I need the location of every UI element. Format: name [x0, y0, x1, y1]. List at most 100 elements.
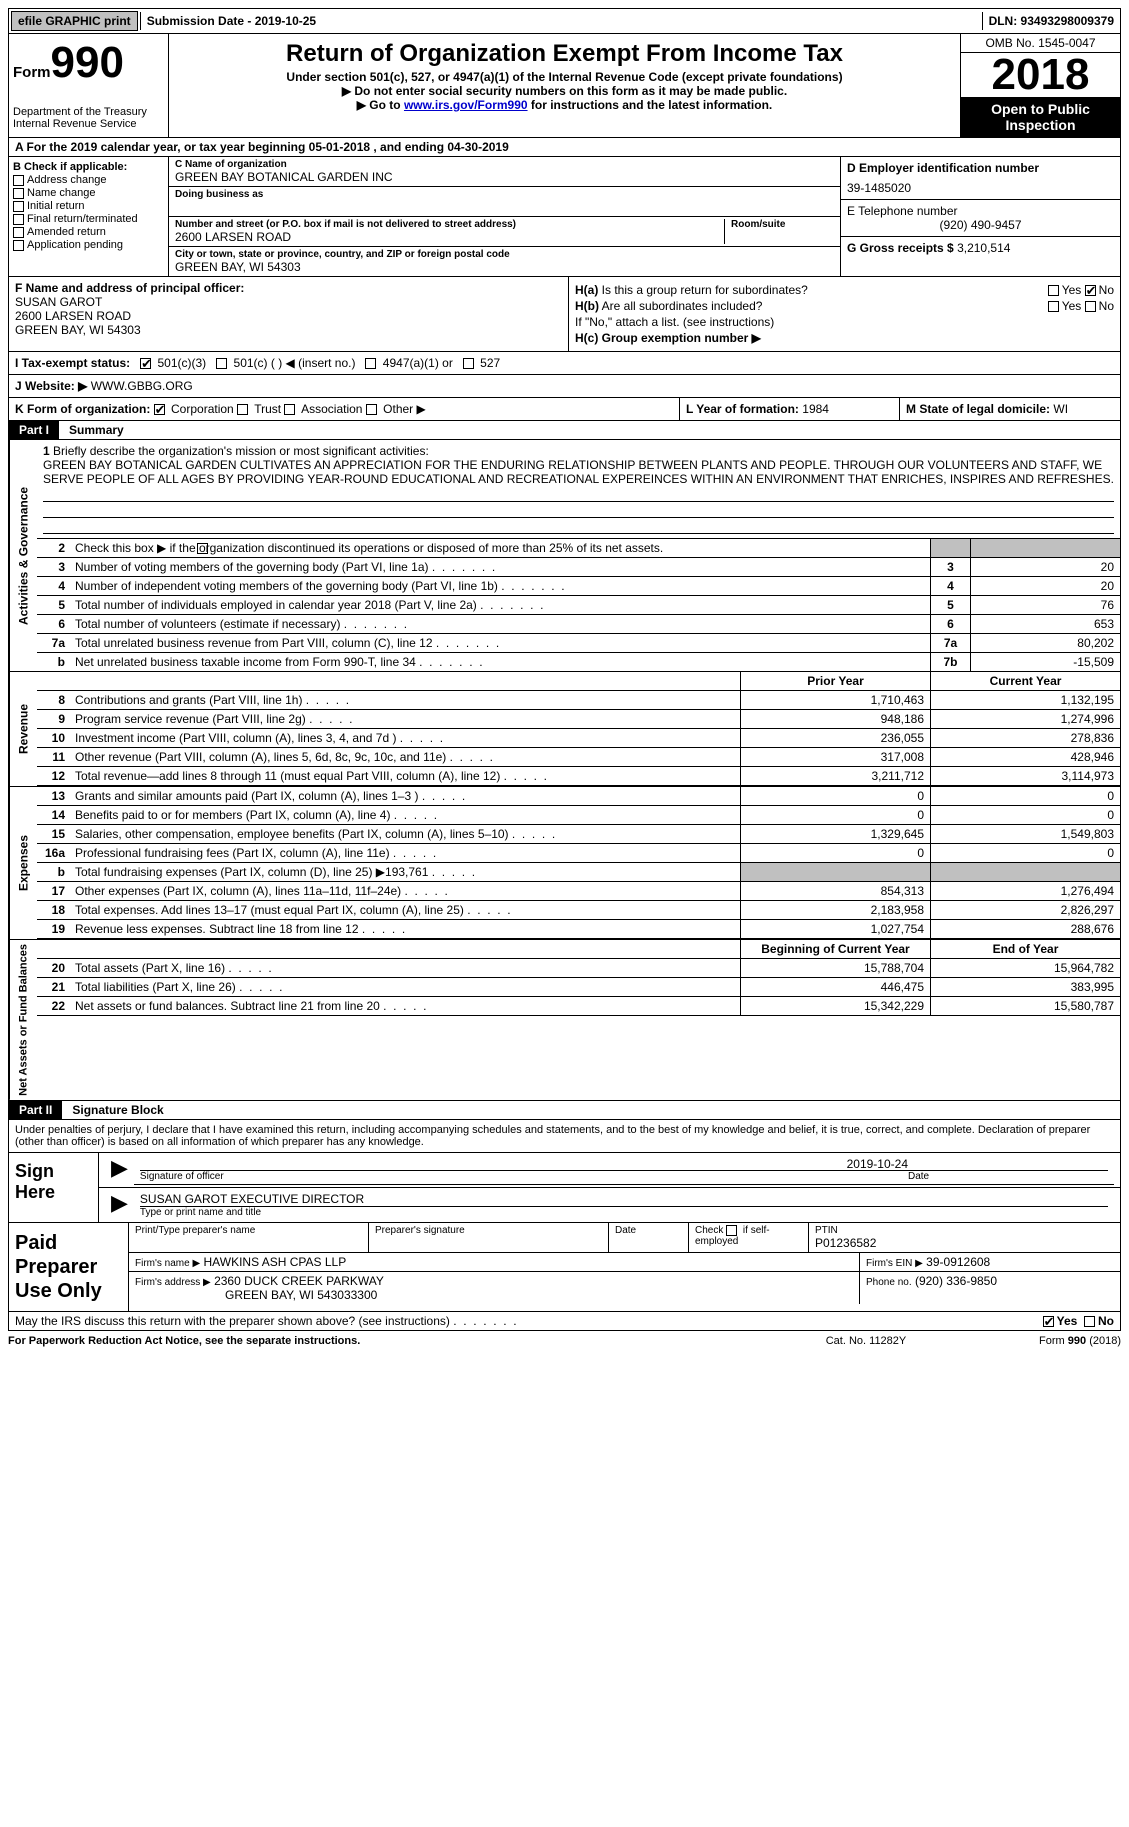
line-10: 10Investment income (Part VIII, column (… [37, 729, 1120, 748]
block-b-to-g: B Check if applicable: Address change Na… [8, 157, 1121, 277]
org-name: GREEN BAY BOTANICAL GARDEN INC [175, 170, 393, 184]
submission-date: Submission Date - 2019-10-25 [140, 12, 322, 30]
discuss-yes[interactable] [1043, 1316, 1054, 1327]
gov-line-5: 5Total number of individuals employed in… [37, 596, 1120, 615]
irs-discuss-row: May the IRS discuss this return with the… [8, 1312, 1121, 1331]
row-j-website: J Website: ▶ WWW.GBBG.ORG [8, 375, 1121, 398]
form-title: Return of Organization Exempt From Incom… [177, 40, 952, 68]
line-9: 9Program service revenue (Part VIII, lin… [37, 710, 1120, 729]
section-b: B Check if applicable: Address change Na… [9, 157, 169, 276]
section-c: C Name of organization GREEN BAY BOTANIC… [169, 157, 840, 276]
line-17: 17Other expenses (Part IX, column (A), l… [37, 882, 1120, 901]
cb-trust[interactable] [237, 404, 248, 415]
gross-receipts: 3,210,514 [957, 241, 1010, 255]
cb-name-change[interactable]: Name change [13, 187, 164, 199]
cb-application-pending[interactable]: Application pending [13, 239, 164, 251]
line-13: 13Grants and similar amounts paid (Part … [37, 787, 1120, 806]
section-d-e-g: D Employer identification number 39-1485… [840, 157, 1120, 276]
form-number: Form990 [13, 38, 164, 88]
hb-no[interactable] [1085, 301, 1096, 312]
activities-governance: Activities & Governance 1 Briefly descri… [8, 440, 1121, 672]
line-11: 11Other revenue (Part VIII, column (A), … [37, 748, 1120, 767]
footer: For Paperwork Reduction Act Notice, see … [8, 1335, 1121, 1347]
irs-link[interactable]: www.irs.gov/Form990 [404, 98, 528, 112]
vtab-activities: Activities & Governance [9, 440, 37, 671]
cb-self-employed[interactable] [726, 1225, 737, 1236]
telephone: (920) 490-9457 [847, 218, 1114, 232]
cb-527[interactable] [463, 358, 474, 369]
cb-assoc[interactable] [284, 404, 295, 415]
officer-addr1: 2600 LARSEN ROAD [15, 309, 562, 323]
discuss-no[interactable] [1084, 1316, 1095, 1327]
hc-val [994, 331, 1114, 345]
cb-initial-return[interactable]: Initial return [13, 200, 164, 212]
arrow-icon: ▶ [105, 1155, 134, 1185]
form-header: Form990 Department of the Treasury Inter… [8, 34, 1121, 138]
net-assets-section: Net Assets or Fund Balances Beginning of… [8, 940, 1121, 1101]
cb-501c3[interactable] [140, 358, 151, 369]
cb-501c[interactable] [216, 358, 227, 369]
cb-corp[interactable] [154, 404, 165, 415]
mission-text: GREEN BAY BOTANICAL GARDEN CULTIVATES AN… [43, 458, 1114, 486]
hb-note: If "No," attach a list. (see instruction… [575, 315, 1114, 329]
line-14: 14Benefits paid to or for members (Part … [37, 806, 1120, 825]
ha-yes[interactable] [1048, 285, 1059, 296]
efile-button[interactable]: efile GRAPHIC print [11, 11, 138, 31]
cb-address-change[interactable]: Address change [13, 174, 164, 186]
gov-line-b: bNet unrelated business taxable income f… [37, 653, 1120, 671]
officer-name: SUSAN GAROT [15, 295, 562, 309]
section-h: H(a) Is this a group return for subordin… [569, 277, 1120, 351]
arrow-icon: ▶ [105, 1190, 134, 1220]
line-18: 18Total expenses. Add lines 13–17 (must … [37, 901, 1120, 920]
officer-name-title: SUSAN GAROT EXECUTIVE DIRECTOR [140, 1192, 1108, 1207]
year-formation: 1984 [802, 402, 829, 416]
gov-line-7a: 7aTotal unrelated business revenue from … [37, 634, 1120, 653]
firm-ein: 39-0912608 [926, 1255, 990, 1269]
perjury-declaration: Under penalties of perjury, I declare th… [8, 1120, 1121, 1153]
dln: DLN: 93493298009379 [982, 12, 1120, 30]
line-12: 12Total revenue—add lines 8 through 11 (… [37, 767, 1120, 786]
topbar: efile GRAPHIC print Submission Date - 20… [8, 8, 1121, 34]
ein: 39-1485020 [847, 181, 1114, 195]
row-i-tax-exempt: I Tax-exempt status: 501(c)(3) 501(c) ( … [8, 352, 1121, 375]
block-f-h: F Name and address of principal officer:… [8, 277, 1121, 352]
cb-discontinued[interactable] [197, 543, 208, 554]
website: WWW.GBBG.ORG [91, 379, 193, 393]
section-f: F Name and address of principal officer:… [9, 277, 569, 351]
officer-addr2: GREEN BAY, WI 54303 [15, 323, 562, 337]
gov-line-4: 4Number of independent voting members of… [37, 577, 1120, 596]
paid-preparer-block: Paid Preparer Use Only Print/Type prepar… [8, 1223, 1121, 1312]
hb-yes[interactable] [1048, 301, 1059, 312]
line-21: 21Total liabilities (Part X, line 26) 44… [37, 978, 1120, 997]
row-k-l-m: K Form of organization: Corporation Trus… [8, 398, 1121, 421]
firm-addr2: GREEN BAY, WI 543033300 [225, 1288, 377, 1302]
line-16a: 16aProfessional fundraising fees (Part I… [37, 844, 1120, 863]
part-ii-header: Part II Signature Block [8, 1101, 1121, 1120]
vtab-net-assets: Net Assets or Fund Balances [9, 940, 37, 1100]
city-state-zip: GREEN BAY, WI 54303 [175, 260, 301, 274]
cb-final-return[interactable]: Final return/terminated [13, 213, 164, 225]
cb-other[interactable] [366, 404, 377, 415]
ha-no[interactable] [1085, 285, 1096, 296]
expenses-section: Expenses 13Grants and similar amounts pa… [8, 787, 1121, 940]
cb-4947[interactable] [365, 358, 376, 369]
revenue-section: Revenue Prior Year Current Year 8Contrib… [8, 672, 1121, 787]
form-subtitle: Under section 501(c), 527, or 4947(a)(1)… [177, 70, 952, 84]
row-a-tax-year: A For the 2019 calendar year, or tax yea… [8, 138, 1121, 157]
gov-line-6: 6Total number of volunteers (estimate if… [37, 615, 1120, 634]
street-address: 2600 LARSEN ROAD [175, 230, 291, 244]
mission-block: 1 Briefly describe the organization's mi… [37, 440, 1120, 539]
open-to-public: Open to Public Inspection [961, 97, 1120, 137]
cb-amended-return[interactable]: Amended return [13, 226, 164, 238]
line-8: 8Contributions and grants (Part VIII, li… [37, 691, 1120, 710]
firm-addr1: 2360 DUCK CREEK PARKWAY [214, 1274, 384, 1288]
tax-year: 2018 [961, 53, 1120, 97]
firm-phone: (920) 336-9850 [915, 1274, 997, 1288]
line-15: 15Salaries, other compensation, employee… [37, 825, 1120, 844]
sig-date-val: 2019-10-24 [140, 1157, 1108, 1171]
line-2: Check this box ▶ if the organization dis… [71, 539, 930, 557]
vtab-revenue: Revenue [9, 672, 37, 786]
vtab-expenses: Expenses [9, 787, 37, 939]
part-i-header: Part I Summary [8, 421, 1121, 440]
sign-here-block: Sign Here ▶ 2019-10-24 Signature of offi… [8, 1153, 1121, 1223]
